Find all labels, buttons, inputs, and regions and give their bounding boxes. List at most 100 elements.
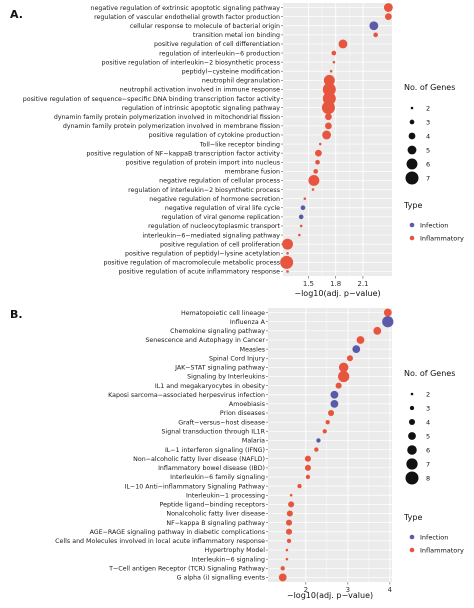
data-point — [286, 538, 292, 544]
data-point — [313, 169, 319, 174]
size-legend-label: 7 — [426, 175, 430, 183]
category-label: peptidyl−cysteine modification — [182, 68, 280, 75]
type-legend-label: Infection — [420, 222, 448, 230]
category-label: Interleukin−6 family signaling — [170, 474, 265, 481]
category-label: Nonalcoholic fatty liver disease — [166, 511, 265, 518]
data-point — [330, 400, 339, 408]
size-legend-dot — [407, 145, 417, 155]
category-label: Toll−like receptor binding — [199, 141, 280, 148]
type-legend-label: Inflammatory — [420, 235, 464, 243]
category-label: IL1 and megakaryocytes in obesity — [155, 383, 265, 390]
data-point — [384, 13, 392, 21]
data-point — [352, 345, 361, 353]
category-label: Hematopoietic cell lineage — [181, 310, 265, 317]
category-label: positive regulation of peptidyl−lysine a… — [125, 250, 280, 257]
category-label: positive regulation of acute inflammator… — [119, 269, 280, 276]
data-point — [373, 326, 382, 335]
category-label: negative regulation of extrinsic apoptot… — [90, 5, 280, 12]
data-point — [311, 188, 315, 191]
type-legend-label: Infection — [420, 534, 448, 542]
category-label: positive regulation of sequence−specific… — [23, 96, 280, 103]
data-point — [315, 159, 320, 165]
data-point — [328, 410, 335, 417]
data-point — [286, 251, 289, 255]
category-label: Spinal Cord Injury — [209, 355, 265, 362]
x-tick-label: 2.1 — [357, 280, 368, 288]
category-label: Signaling by Interleukins — [187, 374, 265, 381]
data-point — [285, 548, 289, 552]
category-label: positive regulation of macromolecule met… — [103, 260, 280, 267]
data-point — [335, 382, 342, 389]
data-point — [323, 74, 335, 86]
category-label: Chemokine signaling pathway — [170, 328, 265, 335]
category-label: Graft−versus−host disease — [178, 419, 265, 426]
data-point — [297, 483, 302, 489]
data-point — [316, 438, 321, 443]
data-point — [329, 69, 333, 73]
category-label: regulation of viral genome replication — [161, 214, 280, 221]
x-tick-label: 1.8 — [330, 280, 341, 288]
data-point — [299, 224, 303, 228]
size-legend-dot — [408, 132, 416, 140]
category-label: Measles — [240, 346, 265, 353]
type-legend-label: Inflammatory — [420, 547, 464, 555]
data-point — [280, 255, 294, 269]
panel-label: A. — [10, 8, 23, 21]
category-label: G alpha (i) signalling events — [177, 575, 265, 582]
data-point — [303, 197, 307, 200]
data-point — [369, 21, 379, 31]
data-point — [285, 519, 293, 526]
size-legend-dot — [410, 392, 414, 396]
size-legend-dot — [409, 119, 415, 125]
size-legend-dot — [405, 171, 419, 185]
category-label: positive regulation of cell proliferatio… — [160, 241, 280, 248]
data-point — [305, 474, 311, 480]
size-legend-label: 2 — [426, 391, 430, 399]
category-label: Malaria — [242, 438, 265, 445]
category-label: Kaposi sarcoma−associated herpesvirus in… — [108, 392, 265, 399]
category-label: negative regulation of hormone secretion — [149, 196, 280, 203]
data-point — [383, 308, 392, 317]
panel-a: A. negative regulation of extrinsic apopt… — [10, 3, 464, 298]
category-label: negative regulation of viral life cycle — [165, 205, 280, 212]
type-legend-title: Type — [403, 513, 422, 522]
category-label: transition metal ion binding — [193, 32, 280, 39]
category-label: regulation of vascular endothelial growt… — [94, 14, 280, 21]
data-point — [289, 493, 293, 497]
category-label: regulation of intrinsic apoptotic signal… — [122, 105, 280, 112]
data-point — [338, 39, 348, 49]
size-legend-label: 6 — [426, 447, 430, 455]
category-label: Inflammatory bowel disease (IBD) — [158, 465, 265, 472]
size-legend-dot — [409, 405, 415, 411]
data-point — [322, 429, 327, 434]
category-label: Non−alcoholic fatty liver disease (NAFLD… — [133, 456, 265, 463]
data-point — [288, 501, 295, 508]
category-label: interleukin−6−mediated signaling pathway — [142, 232, 280, 239]
size-legend-label: 2 — [426, 105, 430, 113]
panel-label: B. — [10, 308, 23, 321]
category-label: negative regulation of cellular process — [159, 178, 280, 185]
x-tick-label: 4 — [388, 586, 393, 594]
data-point — [338, 362, 349, 373]
data-point — [331, 50, 337, 56]
category-label: NF−kappa B signaling pathway — [166, 520, 265, 527]
category-label: neutrophil degranulation — [202, 78, 280, 85]
category-label: Peptide ligand−binding receptors — [160, 502, 265, 509]
size-legend-title: No. of Genes — [404, 369, 455, 378]
size-legend-dot — [408, 432, 416, 440]
category-label: Hypertrophy Model — [205, 547, 266, 554]
data-point — [325, 420, 330, 425]
data-point — [286, 510, 293, 517]
size-legend-label: 5 — [426, 433, 430, 441]
category-label: positive regulation of interleukin−2 bio… — [101, 59, 280, 66]
data-point — [286, 270, 289, 273]
size-legend-label: 8 — [426, 475, 430, 483]
type-legend-dot — [409, 547, 415, 553]
type-legend-dot — [409, 534, 415, 540]
size-legend-dot — [410, 106, 414, 110]
category-label: Amoebiasis — [229, 401, 265, 408]
type-legend-dot — [409, 235, 415, 241]
size-legend-dot — [406, 458, 418, 470]
data-point — [315, 149, 322, 157]
